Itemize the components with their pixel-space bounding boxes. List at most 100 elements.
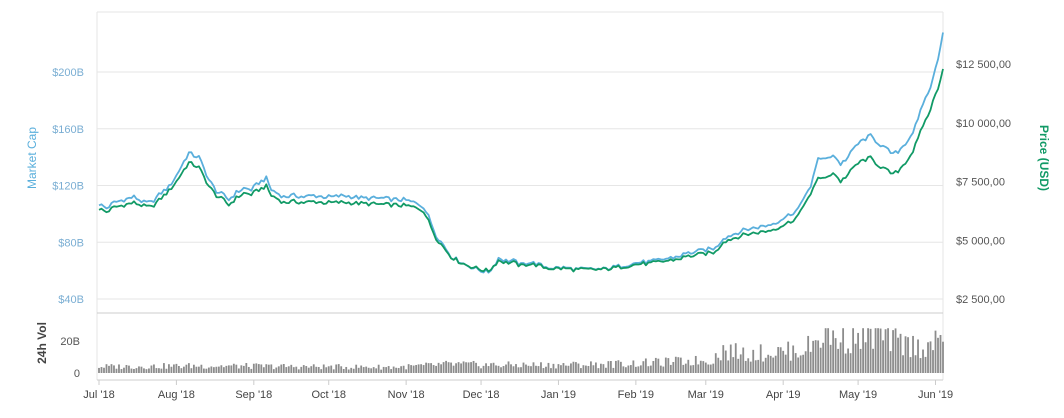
volume-bar [772,357,775,373]
volume-bar [410,365,413,373]
volume-bar [355,364,358,373]
main-plot-area [98,32,944,274]
volume-bar [929,341,932,373]
volume-bar [435,365,438,373]
volume-bar [827,328,830,373]
volume-bar [237,368,240,373]
left-tick-label: $120B [52,181,84,193]
volume-bar [505,364,507,373]
volume-bar [859,348,862,373]
volume-bar [337,364,340,373]
volume-bar [487,366,490,373]
volume-bar [357,367,360,373]
volume-bar [749,361,752,373]
volume-bar [704,362,707,373]
volume-bar [153,364,155,373]
volume-bar [322,364,325,373]
volume-bar [914,355,917,373]
volume-bar [847,348,850,373]
x-tick-label: Sep '18 [235,389,272,401]
x-tick-label: Aug '18 [158,389,195,401]
volume-bar [245,363,248,373]
volume-bar [375,368,378,373]
volume-bar [744,360,747,373]
volume-bar [227,365,230,373]
volume-bar [133,368,135,373]
volume-bar [585,365,587,373]
volume-bar [350,367,353,373]
volume-bar [217,366,220,373]
volume-bar [697,364,700,373]
volume-bar [592,365,595,373]
volume-bar [455,363,457,373]
volume-bar [617,360,620,373]
volume-bar [894,328,897,373]
volume-bar [869,328,872,373]
volume-bar [582,365,585,373]
volume-bar [150,365,153,373]
volume-bar [510,364,512,373]
volume-bar [205,368,208,373]
volume-bar [405,369,408,373]
volume-bar [849,353,852,373]
volume-bar [674,356,677,373]
volume-bar [817,340,820,373]
volume-bar [315,366,318,373]
volume-bar [540,362,542,373]
volume-bar [662,366,665,373]
volume-bar [240,365,243,373]
volume-bar [639,365,642,373]
volume-bar [909,357,912,373]
volume-bar [497,365,500,373]
volume-bar [547,362,550,373]
volume-bar [707,364,710,373]
volume-bar [852,328,855,373]
volume-bar [677,357,680,373]
volume-bar [282,363,285,373]
volume-bar [377,364,380,373]
left-tick-label: $80B [58,237,84,249]
volume-bar [307,367,310,373]
volume-bar [110,364,113,373]
volume-bar [924,356,927,373]
volume-bar [342,368,345,373]
right-tick-label: $2 500,00 [956,294,1005,306]
volume-bar [777,347,780,373]
volume-bar [804,351,807,373]
volume-bar [392,366,395,373]
volume-bar [699,360,702,373]
volume-bar [255,363,258,373]
volume-bar [782,350,785,373]
volume-bar [552,363,555,373]
volume-bar [669,364,672,373]
volume-bar [128,365,130,373]
volume-bar [747,358,750,373]
volume-bar [332,369,335,373]
volume-bar [400,366,403,373]
volume-bar [762,361,765,373]
volume-bar [647,366,650,373]
volume-bar [425,362,428,373]
volume-bar [814,340,817,373]
volume-bar [247,366,250,373]
volume-bar [822,342,825,373]
axis-ticks: $40B $80B $120B $160B $200B $2 500,00 $5 000,0… [52,59,1011,401]
volume-bar [577,363,580,373]
volume-bar [467,362,470,373]
volume-bar [158,368,160,373]
x-tick-label: May '19 [839,389,877,401]
volume-bar [602,364,605,373]
volume-bar [812,340,815,373]
volume-bar [689,365,692,373]
volume-bar [118,364,120,373]
volume-bar [492,362,495,373]
volume-bar [362,367,365,373]
volume-bar [130,368,133,373]
volume-bar [902,355,904,373]
volume-bar [657,358,660,373]
volume-bar [452,365,455,373]
volume-bar [722,345,725,373]
volume-bar [367,367,370,373]
volume-bar [644,358,647,373]
volume-bar [295,366,298,373]
